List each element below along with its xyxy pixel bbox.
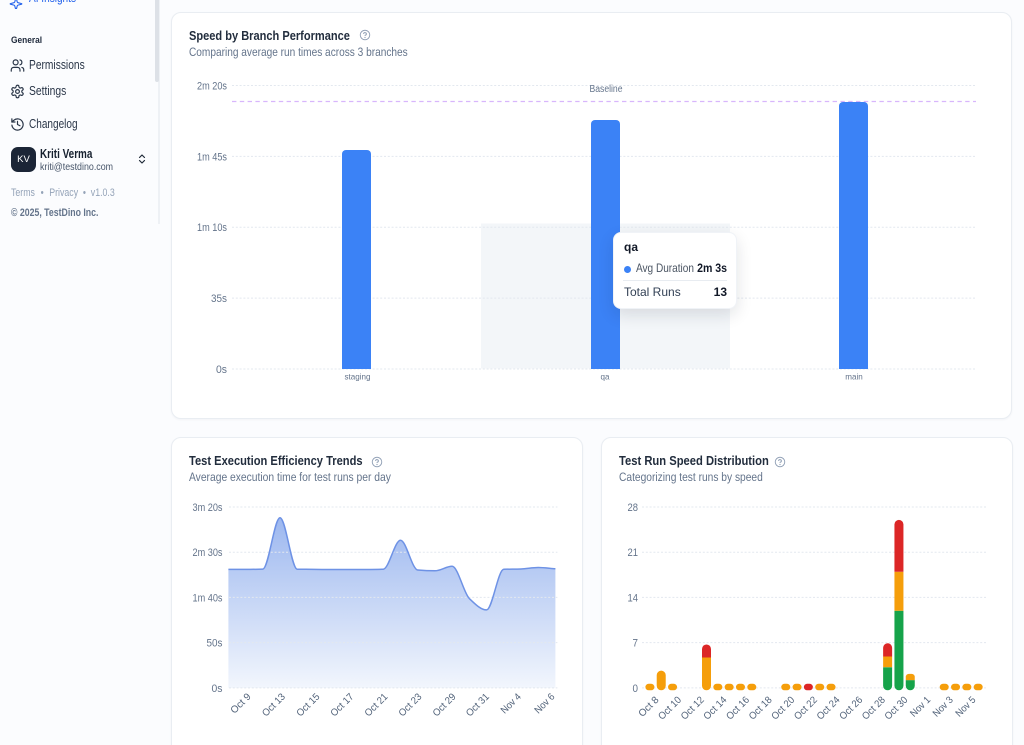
svg-text:21: 21 [628,547,639,559]
svg-text:Oct 20: Oct 20 [770,694,798,722]
svg-text:Oct 17: Oct 17 [329,691,357,719]
svg-text:Oct 10: Oct 10 [656,694,684,722]
svg-text:14: 14 [628,592,639,604]
svg-text:Oct 28: Oct 28 [860,694,888,722]
svg-text:28: 28 [628,502,639,514]
svg-text:staging: staging [345,372,371,382]
svg-text:3m 20s: 3m 20s [193,502,223,514]
svg-text:Oct 24: Oct 24 [815,694,843,722]
svg-text:Oct 13: Oct 13 [260,691,288,719]
svg-text:Baseline: Baseline [590,84,623,95]
svg-text:Oct 30: Oct 30 [883,694,911,722]
svg-text:Nov 6: Nov 6 [533,691,558,716]
svg-text:0: 0 [633,682,639,694]
svg-text:7: 7 [633,637,639,649]
svg-text:main: main [845,372,863,382]
svg-text:Oct 23: Oct 23 [397,691,425,719]
svg-text:Nov 5: Nov 5 [954,694,979,719]
svg-text:1m 10s: 1m 10s [197,222,227,234]
svg-text:1m 45s: 1m 45s [197,151,227,163]
svg-text:35s: 35s [211,293,227,305]
svg-text:2m 30s: 2m 30s [193,547,223,559]
svg-text:Oct 18: Oct 18 [747,694,775,722]
svg-text:Oct 9: Oct 9 [229,691,254,716]
svg-text:0s: 0s [212,682,223,694]
svg-text:Oct 12: Oct 12 [679,694,707,722]
svg-text:Oct 16: Oct 16 [724,694,752,722]
svg-text:Oct 21: Oct 21 [363,691,391,719]
svg-text:Nov 1: Nov 1 [908,694,933,719]
svg-text:50s: 50s [207,637,223,649]
svg-text:2m 20s: 2m 20s [197,81,227,93]
svg-text:Nov 4: Nov 4 [499,691,524,716]
svg-text:Oct 29: Oct 29 [431,691,459,719]
svg-text:Oct 14: Oct 14 [702,694,730,722]
svg-text:0s: 0s [216,364,227,376]
svg-text:Oct 15: Oct 15 [295,691,323,719]
svg-text:Oct 22: Oct 22 [792,694,820,722]
svg-text:qa: qa [601,372,610,382]
svg-text:1m 40s: 1m 40s [193,592,223,604]
svg-text:Oct 31: Oct 31 [464,691,492,719]
svg-text:Oct 26: Oct 26 [838,694,866,722]
svg-text:Nov 3: Nov 3 [931,694,956,719]
